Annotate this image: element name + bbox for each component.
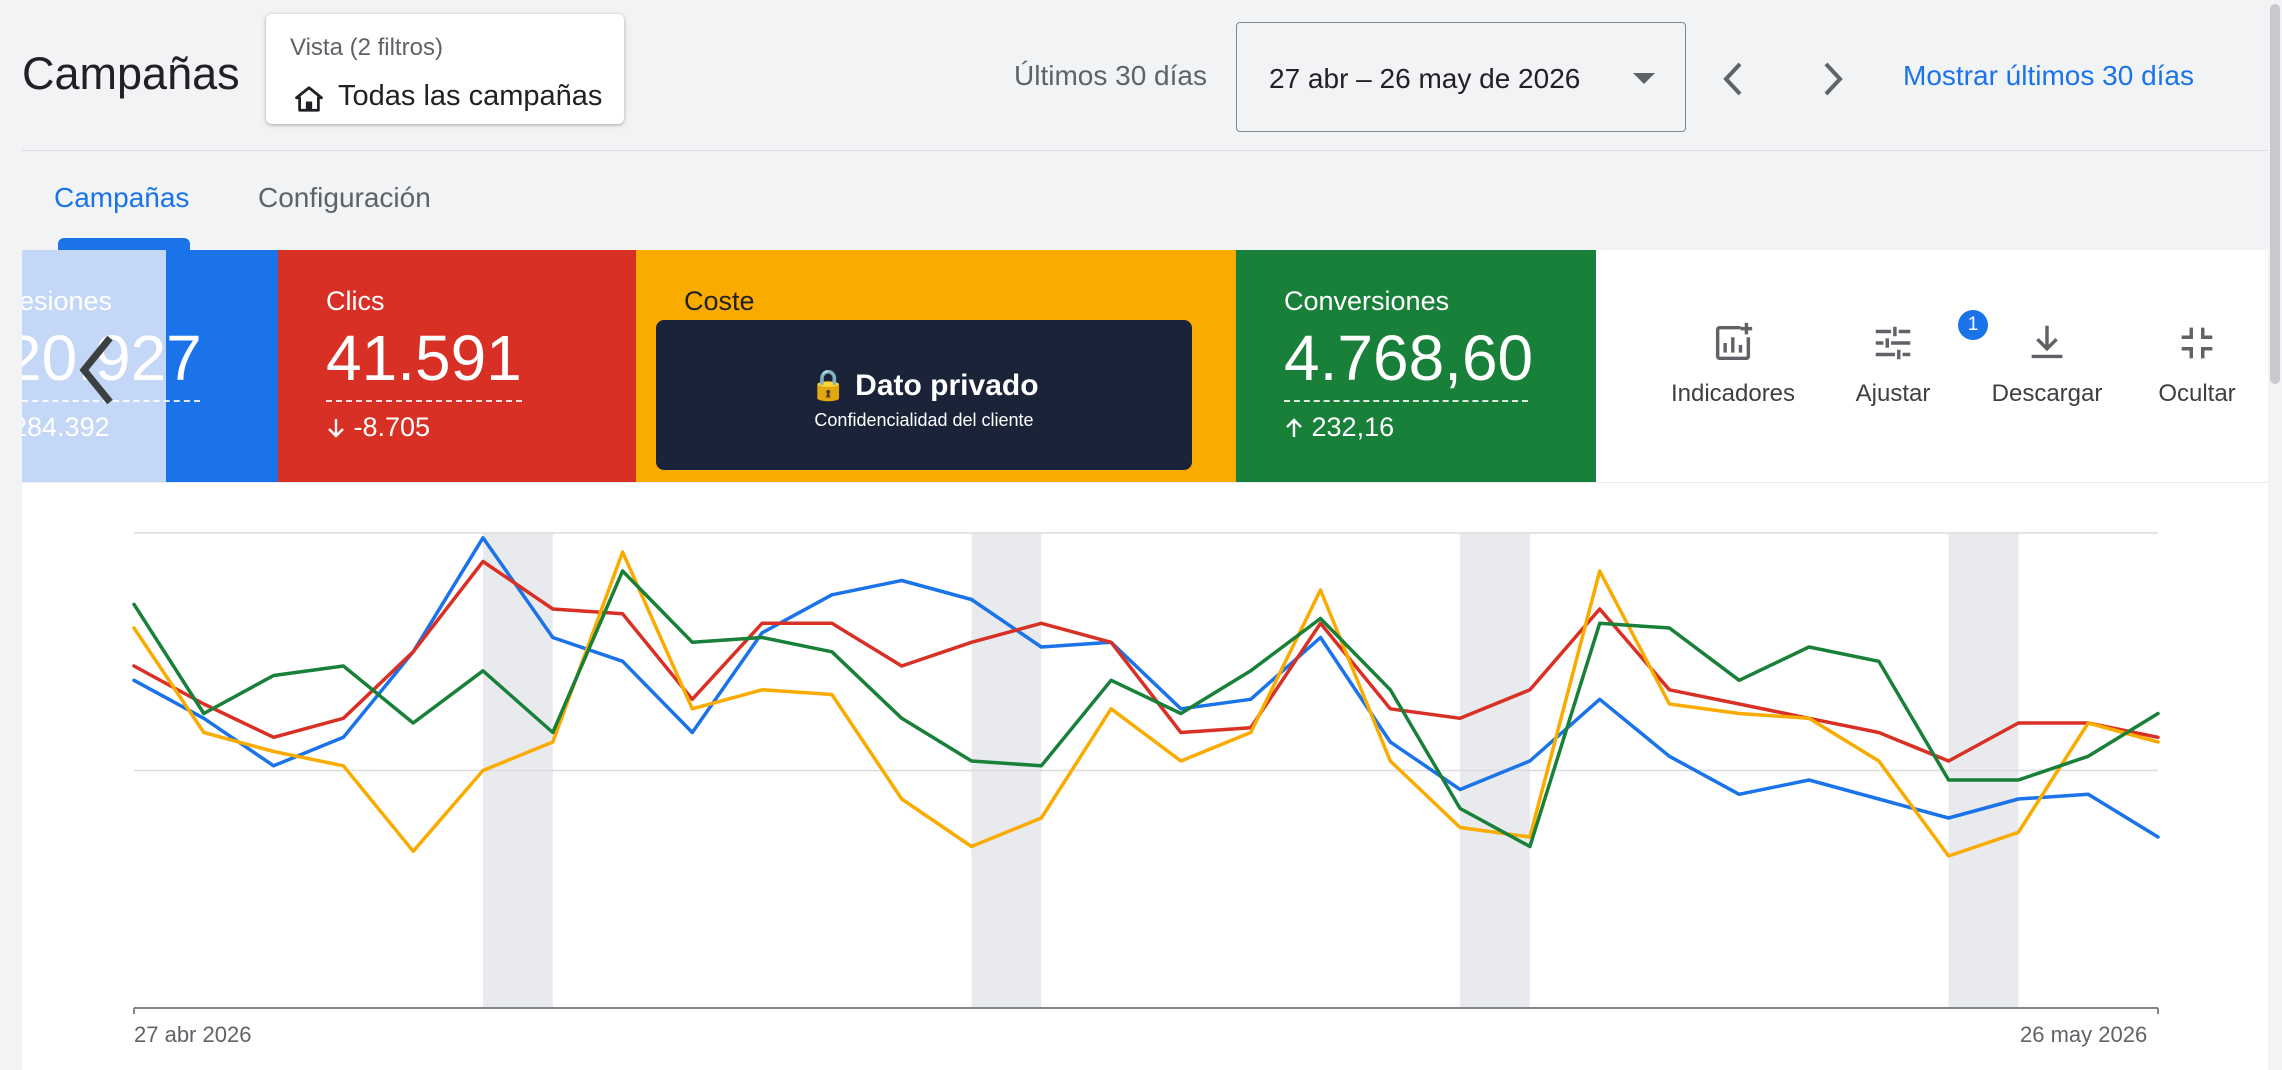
- hide-label: Ocultar: [2158, 380, 2236, 407]
- view-selector[interactable]: Vista (2 filtros) Todas las campañas: [266, 14, 624, 124]
- conversions-label: Conversiones: [1284, 286, 1450, 316]
- clicks-label: Clics: [326, 286, 385, 316]
- conversions-delta: 232,16: [1284, 412, 1394, 443]
- clicks-underline: [326, 400, 522, 402]
- series-line-2: [132, 550, 2160, 858]
- clicks-delta-value: -8.705: [353, 412, 431, 442]
- impressions-card[interactable]: [166, 250, 278, 482]
- tab-configuration[interactable]: Configuración: [258, 182, 431, 213]
- chevron-right-icon[interactable]: [1812, 54, 1852, 104]
- active-tab-indicator: [58, 238, 190, 250]
- lock-icon: 🔒: [809, 369, 847, 402]
- private-data-title-text: Dato privado: [855, 369, 1039, 402]
- metrics-bar: resiones 20.927 284.392 Clics 41.591 -8.…: [22, 250, 2282, 482]
- line-chart: [132, 532, 2160, 1014]
- download-button[interactable]: Descargar: [1962, 320, 2132, 408]
- impressions-card-faded: [22, 250, 166, 482]
- clicks-delta: -8.705: [326, 412, 430, 443]
- x-axis-start-label: 27 abr 2026: [134, 1022, 252, 1047]
- series-line-3: [132, 569, 2160, 849]
- cost-card[interactable]: Coste 🔒 Dato privado Confidencialidad de…: [636, 250, 1236, 482]
- performance-chart: [22, 483, 2282, 1070]
- arrow-up-icon: [1286, 418, 1302, 437]
- series-line-1: [132, 559, 2160, 763]
- hide-button[interactable]: Ocultar: [2122, 320, 2272, 408]
- add-chart-icon: [1715, 322, 1753, 361]
- conversions-card[interactable]: Conversiones 4.768,60 232,16: [1236, 250, 1596, 482]
- adjust-label: Ajustar: [1855, 380, 1931, 407]
- series-line-0: [132, 536, 2160, 839]
- x-axis-end-label: 26 may 2026: [2020, 1022, 2148, 1047]
- private-data-overlay: 🔒 Dato privado Confidencialidad del clie…: [656, 320, 1192, 470]
- private-data-subtitle: Confidencialidad del cliente: [814, 410, 1034, 430]
- tab-campaigns[interactable]: Campañas: [54, 182, 190, 213]
- impressions-value: 20.927: [22, 322, 202, 394]
- tune-icon: [1875, 326, 1911, 360]
- impressions-delta: 284.392: [22, 412, 110, 442]
- clicks-value: 41.591: [326, 322, 522, 394]
- indicators-label: Indicadores: [1670, 380, 1796, 407]
- date-range-label: Últimos 30 días: [1014, 60, 1207, 91]
- page-title: Campañas: [22, 48, 240, 99]
- clicks-card[interactable]: Clics 41.591 -8.705: [278, 250, 636, 482]
- carousel-left-icon[interactable]: [74, 330, 122, 410]
- impressions-card-content: resiones 20.927 284.392: [22, 250, 278, 482]
- show-last-30-days-link[interactable]: Mostrar últimos 30 días: [1903, 60, 2194, 91]
- arrow-down-icon: [328, 419, 344, 438]
- chevron-left-icon[interactable]: [1714, 54, 1754, 104]
- indicators-button[interactable]: Indicadores: [1638, 320, 1828, 408]
- date-range-select[interactable]: 27 abr – 26 may de 2026: [1236, 22, 1686, 132]
- date-range-value: 27 abr – 26 may de 2026: [1269, 63, 1581, 94]
- page-scrollbar-thumb[interactable]: [2270, 4, 2280, 384]
- view-name: Todas las campañas: [338, 80, 603, 112]
- adjust-button[interactable]: 1 Ajustar: [1818, 310, 1988, 408]
- conversions-delta-value: 232,16: [1311, 412, 1395, 442]
- download-label: Descargar: [1991, 380, 2103, 407]
- home-icon: [295, 86, 323, 112]
- conversions-value: 4.768,60: [1284, 322, 1534, 394]
- adjust-badge: 1: [1958, 310, 1988, 340]
- conversions-underline: [1284, 400, 1528, 402]
- private-data-title: 🔒 Dato privado: [656, 368, 1192, 403]
- dropdown-caret-icon: [1633, 73, 1655, 84]
- view-filter-count: Vista (2 filtros): [290, 34, 443, 61]
- cards-divider: [22, 482, 2282, 483]
- impressions-label: resiones: [22, 286, 113, 316]
- collapse-icon: [2181, 327, 2213, 359]
- cost-label: Coste: [684, 286, 755, 316]
- download-icon: [2031, 325, 2063, 359]
- header-divider: [22, 150, 2282, 151]
